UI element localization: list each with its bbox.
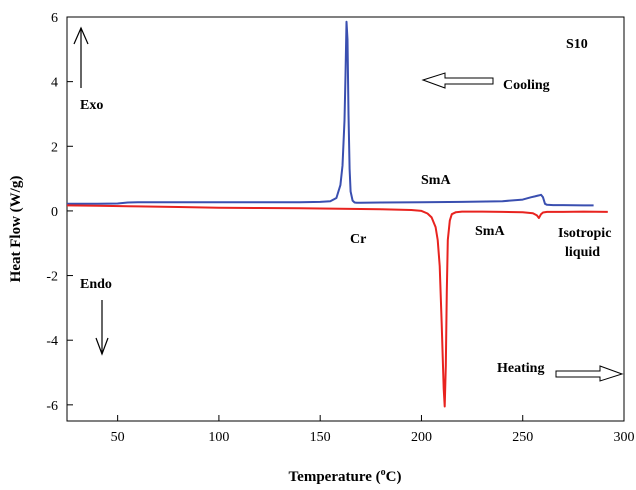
endo-down-arrow-icon (95, 300, 109, 356)
isotropic-label-line1: Isotropic (558, 226, 611, 241)
y-tick-label: -4 (46, 334, 58, 349)
x-tick-label: 250 (512, 430, 533, 445)
y-axis-ticks: -6 -4 -2 0 2 4 6 (46, 11, 73, 414)
x-tick-label: 200 (411, 430, 432, 445)
heating-curve-line (66, 204, 608, 408)
x-tick-label: 150 (310, 430, 331, 445)
y-tick-label: 0 (51, 205, 58, 220)
y-tick-label: 2 (51, 140, 58, 155)
sample-label: S10 (566, 37, 588, 52)
heating-label: Heating (497, 361, 544, 376)
smA-upper-label: SmA (421, 173, 451, 188)
cooling-label: Cooling (503, 78, 550, 93)
y-tick-label: 6 (51, 11, 58, 26)
smA-lower-label: SmA (475, 224, 505, 239)
heating-arrow-icon (555, 365, 624, 382)
x-axis-ticks: 50 100 150 200 250 300 (111, 415, 635, 445)
y-tick-label: -2 (46, 270, 58, 285)
plot-area-frame (66, 16, 625, 422)
cr-label: Cr (350, 232, 366, 247)
exo-up-arrow-icon (73, 26, 89, 88)
series-layer (66, 20, 608, 408)
x-tick-label: 300 (614, 430, 635, 445)
y-tick-label: -6 (46, 399, 58, 414)
y-tick-label: 4 (51, 76, 58, 91)
y-axis-title: Heat Flow (W/g) (8, 176, 24, 283)
endo-label: Endo (80, 277, 112, 292)
x-axis-title: Temperature (oC) (289, 467, 402, 485)
exo-label: Exo (80, 98, 103, 113)
x-tick-label: 100 (208, 430, 229, 445)
cooling-arrow-icon (421, 72, 494, 89)
isotropic-label-line2: liquid (565, 245, 600, 260)
cooling-curve-line (67, 20, 594, 207)
x-tick-label: 50 (111, 430, 125, 445)
